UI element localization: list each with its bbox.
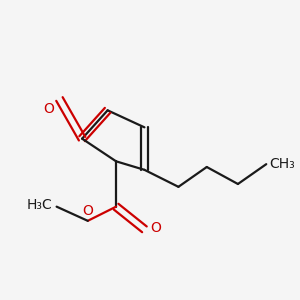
Text: O: O [150, 221, 161, 235]
Text: CH₃: CH₃ [269, 157, 295, 171]
Text: O: O [82, 204, 93, 218]
Text: H₃C: H₃C [27, 198, 52, 212]
Text: O: O [43, 102, 54, 116]
